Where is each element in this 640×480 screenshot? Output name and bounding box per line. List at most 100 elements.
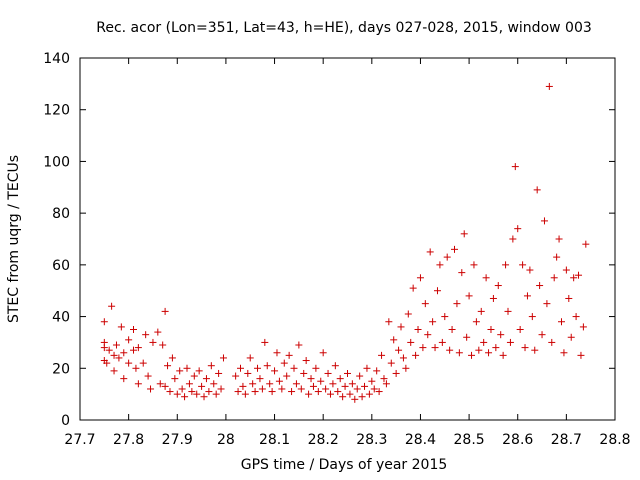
data-point: [319, 349, 327, 357]
data-point: [198, 382, 206, 390]
data-point: [193, 390, 201, 398]
y-tick-label: 80: [52, 206, 70, 222]
data-point: [205, 388, 213, 396]
data-point: [582, 240, 590, 248]
data-point: [550, 274, 558, 282]
data-point: [579, 323, 587, 331]
data-point: [475, 346, 483, 354]
data-point: [130, 346, 137, 354]
x-tick-label: 28.1: [259, 432, 290, 448]
y-tick-label: 120: [43, 103, 70, 119]
data-point: [497, 331, 505, 339]
data-point: [249, 380, 257, 388]
data-point: [365, 390, 373, 398]
data-point: [560, 349, 568, 357]
data-point: [516, 326, 524, 333]
data-point: [482, 274, 490, 282]
data-point: [268, 388, 276, 396]
x-tick-label: 28.2: [308, 432, 339, 448]
data-point: [246, 354, 254, 362]
data-point: [451, 245, 458, 253]
data-point: [395, 346, 403, 354]
data-point: [545, 82, 553, 90]
data-point: [331, 362, 339, 370]
y-axis-label: STEC from uqrg / TECUs: [6, 155, 22, 323]
y-tick-label: 140: [43, 51, 70, 67]
data-point: [460, 230, 468, 238]
data-point: [115, 354, 123, 362]
x-tick-label: 28.4: [405, 432, 436, 448]
data-point: [290, 364, 298, 372]
data-point: [531, 346, 539, 354]
data-point: [392, 369, 400, 377]
data-point: [538, 331, 546, 339]
data-point: [455, 349, 463, 357]
data-point: [185, 380, 193, 388]
plot-frame: [79, 57, 616, 421]
x-tick-label: 28.8: [599, 432, 630, 448]
data-point: [414, 326, 422, 333]
data-point: [433, 287, 441, 295]
data-point: [326, 390, 334, 398]
data-point: [409, 284, 417, 292]
data-point: [273, 349, 281, 357]
data-markers: [100, 82, 590, 403]
data-point: [514, 225, 522, 233]
data-point: [351, 395, 359, 403]
data-point: [470, 261, 478, 269]
data-point: [178, 385, 186, 393]
data-point: [212, 390, 220, 398]
data-point: [358, 393, 366, 401]
data-point: [489, 294, 497, 302]
data-point: [305, 390, 313, 398]
data-point: [468, 351, 476, 359]
data-point: [161, 307, 169, 315]
data-point: [356, 372, 364, 380]
x-tick-label: 28.5: [454, 432, 485, 448]
data-point: [219, 354, 227, 362]
y-tick-label: 40: [52, 310, 70, 326]
data-point: [572, 313, 580, 321]
data-point: [382, 380, 390, 388]
axis-tick-labels: 27.7 27.8 27.9 28 28.1 28.2 28.3 28.4 28.5 28.6 28…: [43, 51, 630, 448]
data-point: [463, 333, 471, 341]
data-point: [275, 377, 283, 385]
data-point: [540, 217, 548, 225]
data-point: [251, 388, 259, 396]
data-point: [295, 341, 303, 349]
data-point: [472, 318, 480, 326]
data-point: [258, 385, 266, 393]
data-point: [266, 380, 274, 388]
data-point: [237, 364, 244, 372]
data-point: [239, 382, 247, 390]
data-point: [480, 338, 488, 346]
data-point: [419, 344, 427, 352]
data-point: [477, 307, 485, 315]
data-point: [487, 326, 495, 333]
data-point: [263, 362, 271, 370]
y-tick-label: 0: [61, 413, 70, 429]
data-point: [348, 380, 356, 388]
data-point: [307, 375, 315, 383]
data-point: [429, 318, 437, 326]
data-point: [261, 338, 269, 346]
y-tick-label: 20: [52, 361, 70, 377]
data-point: [288, 388, 296, 396]
data-point: [504, 307, 512, 315]
data-point: [536, 282, 544, 290]
data-point: [424, 331, 432, 339]
data-point: [154, 328, 162, 336]
data-point: [234, 388, 242, 396]
data-point: [202, 375, 210, 383]
data-point: [412, 351, 420, 359]
data-point: [448, 326, 456, 333]
data-point: [317, 377, 325, 385]
data-point: [105, 346, 113, 354]
data-point: [329, 380, 337, 388]
data-point: [567, 333, 575, 341]
data-point: [375, 388, 383, 396]
data-point: [190, 372, 198, 380]
data-point: [465, 292, 473, 300]
data-point: [339, 393, 347, 401]
axis-ticks: [79, 57, 616, 421]
